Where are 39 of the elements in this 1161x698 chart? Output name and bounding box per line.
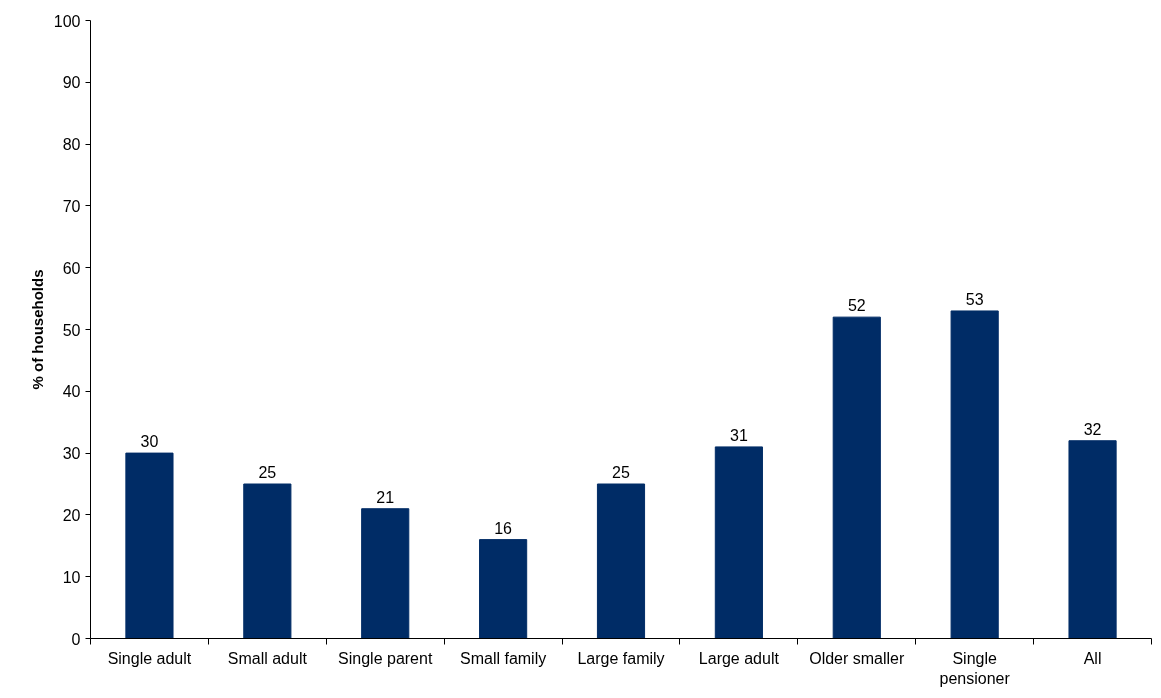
- bar: [361, 508, 410, 639]
- y-tick-label: 20: [62, 506, 81, 524]
- data-label: 25: [612, 464, 630, 481]
- data-label: 52: [847, 297, 866, 315]
- x-tick-label: Small adult: [227, 649, 308, 667]
- x-tick-label: Large adult: [698, 649, 780, 667]
- bar: [1068, 440, 1117, 639]
- y-tick-label: 70: [62, 197, 81, 215]
- y-tick-label: 50: [62, 321, 81, 339]
- data-label: 30: [140, 433, 159, 451]
- x-tick-label: Single pensioner: [939, 649, 1011, 687]
- x-tick-label: Large family: [577, 649, 665, 667]
- x-tick-label: Older smaller: [809, 649, 906, 667]
- bar: [243, 483, 292, 639]
- y-tick-label: 90: [62, 74, 81, 92]
- x-tick-label: All: [1083, 649, 1102, 667]
- y-tick-label: 80: [62, 136, 81, 154]
- y-tick-label: 40: [62, 383, 81, 401]
- y-axis-title: % of households: [28, 269, 46, 390]
- y-tick-label: 60: [62, 259, 81, 277]
- bar: [596, 483, 646, 639]
- data-label: 31: [729, 426, 748, 444]
- x-tick-label: Single adult: [107, 649, 192, 667]
- bar: [714, 446, 763, 639]
- bar: [479, 539, 528, 639]
- y-tick-label: 100: [53, 12, 81, 30]
- x-tick-label: Small family: [459, 649, 547, 667]
- y-tick-label: 0: [71, 630, 81, 648]
- y-tick-label: 10: [62, 568, 81, 586]
- data-label: 16: [494, 519, 513, 537]
- data-label: 21: [376, 488, 395, 506]
- data-label: 53: [965, 290, 984, 308]
- data-label: 25: [258, 464, 277, 481]
- x-tick-label: Single parent: [338, 649, 433, 667]
- y-tick-label: 30: [62, 445, 81, 463]
- bar: [832, 316, 881, 639]
- bar: [950, 310, 999, 639]
- bar: [125, 452, 174, 639]
- data-label: 32: [1083, 420, 1102, 438]
